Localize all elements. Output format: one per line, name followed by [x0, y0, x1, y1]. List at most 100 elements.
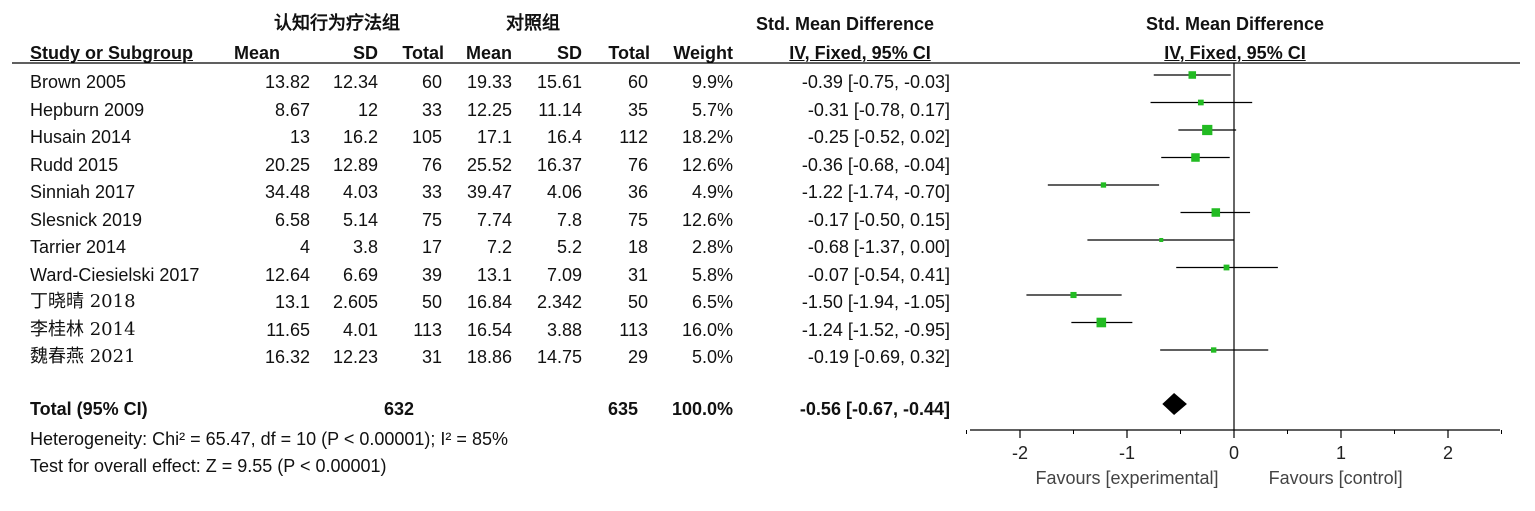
study-name: 李桂林 2014	[30, 318, 136, 340]
x-tick-label: -1	[1119, 443, 1135, 463]
exp-total: 39	[421, 264, 442, 285]
smd-ci: -1.24 [-1.52, -0.95]	[801, 319, 950, 340]
plot-method-header: IV, Fixed, 95% CI	[1164, 43, 1306, 63]
experimental-group-header: 认知行为疗法组	[274, 13, 400, 34]
x-tick-label: 0	[1229, 443, 1239, 463]
ctrl-total: 113	[619, 319, 648, 340]
ctrl-mean: 17.1	[476, 127, 512, 147]
x-tick-label: 2	[1443, 443, 1453, 463]
ctrl-sd: 7.09	[546, 264, 582, 285]
weight: 4.9%	[691, 182, 733, 202]
exp-mean: 16.32	[264, 347, 310, 367]
study-marker	[1191, 153, 1200, 162]
study-name: Brown 2005	[30, 72, 127, 92]
total-ci: -0.56 [-0.67, -0.44]	[799, 399, 950, 419]
study-marker	[1096, 317, 1107, 328]
weight: 5.0%	[691, 347, 733, 367]
smd-ci: -0.68 [-1.37, 0.00]	[807, 237, 950, 257]
smd-method-header: IV, Fixed, 95% CI	[789, 43, 931, 63]
ctrl-sd: 15.61	[536, 72, 582, 92]
x-tick-label: 1	[1336, 443, 1346, 463]
ctrl-total: 35	[627, 99, 648, 120]
total-exp-n: 632	[384, 399, 415, 419]
x-tick-label: -2	[1012, 443, 1028, 463]
exp-sd: 12	[357, 99, 378, 120]
study-marker	[1159, 237, 1164, 243]
ctrl-sd: 16.37	[536, 154, 582, 175]
smd-column-title: Std. Mean Difference	[755, 14, 935, 34]
ctrl-sd: 3.88	[546, 319, 582, 340]
total-weight: 100.0%	[671, 399, 733, 419]
ctrl-total: 76	[627, 154, 648, 175]
exp-total: 50	[421, 292, 442, 312]
col-exp-total-header: Total	[402, 43, 444, 63]
study-marker	[1223, 264, 1230, 271]
exp-sd: 12.89	[332, 154, 378, 175]
ctrl-sd: 14.75	[536, 347, 582, 367]
study-name: Sinniah 2017	[30, 182, 136, 202]
ctrl-total: 112	[619, 127, 648, 147]
smd-ci: -0.07 [-0.54, 0.41]	[807, 264, 950, 285]
ctrl-mean: 12.25	[466, 99, 512, 120]
study-marker	[1197, 99, 1204, 106]
ctrl-total: 31	[627, 264, 648, 285]
ctrl-mean: 39.47	[466, 182, 512, 202]
heterogeneity-text: Heterogeneity: Chi² = 65.47, df = 10 (P …	[30, 429, 508, 449]
col-weight-header: Weight	[673, 43, 733, 63]
ctrl-mean: 16.54	[466, 319, 512, 340]
col-study-header: Study or Subgroup	[30, 43, 193, 63]
ctrl-mean: 25.52	[466, 154, 512, 175]
exp-mean: 13.82	[264, 72, 310, 92]
exp-sd: 12.34	[332, 72, 378, 92]
ctrl-sd: 5.2	[556, 237, 582, 257]
exp-mean: 4	[299, 237, 310, 257]
ctrl-sd: 16.4	[546, 127, 582, 147]
study-marker	[1100, 182, 1107, 188]
control-group-header: 对照组	[506, 13, 560, 34]
pooled-diamond	[1162, 393, 1187, 415]
ctrl-mean: 13.1	[476, 264, 512, 285]
ctrl-mean: 18.86	[466, 347, 512, 367]
smd-ci: -0.17 [-0.50, 0.15]	[807, 209, 950, 230]
exp-mean: 12.64	[264, 264, 310, 285]
weight: 6.5%	[691, 292, 733, 312]
weight: 2.8%	[691, 237, 733, 257]
exp-sd: 4.03	[342, 182, 378, 202]
study-name: 丁晓晴 2018	[30, 291, 136, 312]
study-marker	[1188, 71, 1197, 79]
exp-total: 33	[421, 182, 442, 202]
smd-ci: -0.25 [-0.52, 0.02]	[807, 127, 950, 147]
weight: 9.9%	[691, 72, 733, 92]
exp-mean: 20.25	[264, 154, 310, 175]
ctrl-mean: 7.2	[486, 237, 512, 257]
total-label: Total (95% CI)	[30, 399, 148, 419]
study-name: 魏春燕 2021	[30, 346, 136, 367]
exp-sd: 16.2	[342, 127, 378, 147]
exp-total: 105	[411, 127, 442, 147]
col-ctrl-total-header: Total	[608, 43, 650, 63]
favours-control-label: Favours [control]	[1269, 468, 1403, 488]
exp-sd: 5.14	[342, 209, 378, 230]
ctrl-sd: 11.14	[538, 99, 582, 120]
smd-ci: -1.22 [-1.74, -0.70]	[801, 182, 950, 202]
weight: 12.6%	[681, 154, 733, 175]
exp-sd: 6.69	[342, 264, 378, 285]
weight: 16.0%	[681, 319, 733, 340]
ctrl-mean: 19.33	[466, 72, 512, 92]
study-marker	[1202, 124, 1213, 136]
ctrl-total: 29	[627, 347, 648, 367]
exp-sd: 4.01	[342, 319, 378, 340]
ctrl-mean: 16.84	[466, 292, 512, 312]
ctrl-sd: 2.342	[536, 292, 582, 312]
exp-total: 60	[421, 72, 442, 92]
overall-effect-text: Test for overall effect: Z = 9.55 (P < 0…	[30, 456, 387, 476]
study-name: Hepburn 2009	[30, 99, 145, 120]
weight: 18.2%	[681, 127, 733, 147]
weight: 5.7%	[691, 99, 733, 120]
study-marker	[1070, 291, 1077, 299]
exp-mean: 13	[289, 127, 310, 147]
exp-total: 33	[421, 99, 442, 120]
ctrl-sd: 7.8	[556, 209, 582, 230]
smd-ci: -0.31 [-0.78, 0.17]	[807, 99, 950, 120]
